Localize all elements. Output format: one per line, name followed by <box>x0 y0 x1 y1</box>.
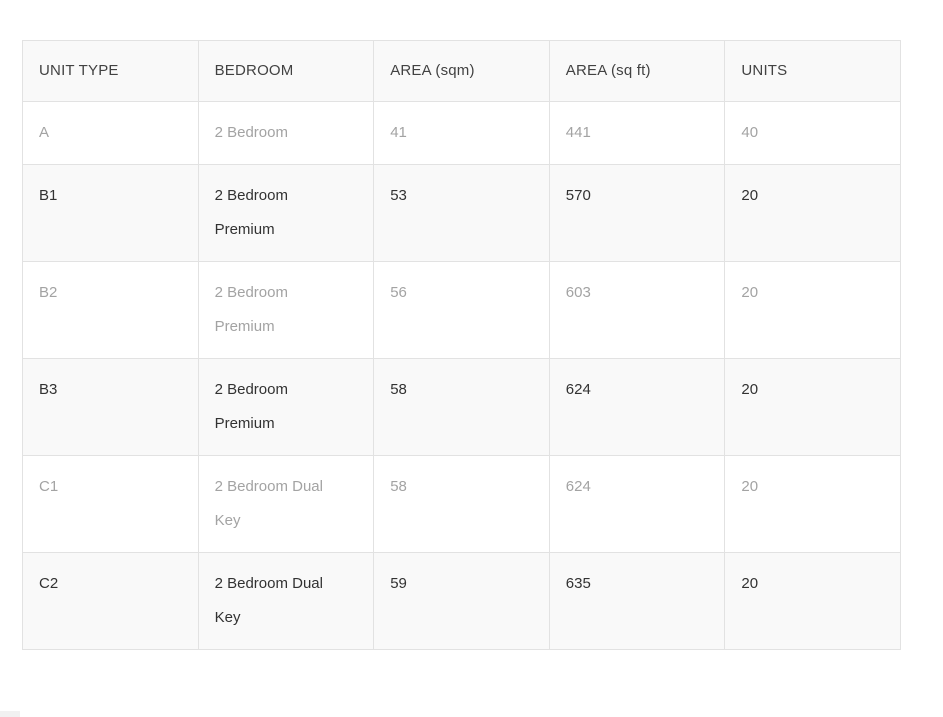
unit-mix-table-container: UNIT TYPE BEDROOM AREA (sqm) AREA (sq ft… <box>22 40 901 650</box>
unit-mix-table: UNIT TYPE BEDROOM AREA (sqm) AREA (sq ft… <box>22 40 901 650</box>
column-header-unit-type: UNIT TYPE <box>22 40 199 102</box>
cell-bedroom: 2 Bedroom Premium <box>197 261 375 359</box>
cell-units: 40 <box>724 101 901 165</box>
column-header-bedroom: BEDROOM <box>197 40 375 102</box>
cell-area-sqft: 635 <box>548 552 726 650</box>
cell-area-sqft: 441 <box>548 101 726 165</box>
table-row: C2 2 Bedroom Dual Key 59 635 20 <box>22 552 901 650</box>
column-header-area-sqm: AREA (sqm) <box>373 40 550 102</box>
cell-unit-type: B3 <box>22 358 199 456</box>
cell-unit-type: B2 <box>22 261 199 359</box>
cell-bedroom-text: 2 Bedroom Dual Key <box>214 575 323 626</box>
table-row: C1 2 Bedroom Dual Key 58 624 20 <box>22 455 901 553</box>
cell-unit-type: B1 <box>22 164 199 262</box>
cell-bedroom: 2 Bedroom Dual Key <box>197 455 375 553</box>
table-header: UNIT TYPE BEDROOM AREA (sqm) AREA (sq ft… <box>22 40 901 102</box>
cell-bedroom: 2 Bedroom Premium <box>197 164 375 262</box>
cell-bedroom: 2 Bedroom Premium <box>197 358 375 456</box>
cell-area-sqm: 59 <box>373 552 550 650</box>
cell-bedroom-text: 2 Bedroom Premium <box>214 284 288 335</box>
cell-units: 20 <box>724 552 901 650</box>
cell-unit-type: C2 <box>22 552 199 650</box>
cell-units: 20 <box>724 455 901 553</box>
cell-units: 20 <box>724 358 901 456</box>
cell-bedroom-text: 2 Bedroom Premium <box>214 381 288 432</box>
header-row: UNIT TYPE BEDROOM AREA (sqm) AREA (sq ft… <box>22 40 901 102</box>
cell-area-sqm: 58 <box>373 358 550 456</box>
cell-bedroom: 2 Bedroom Dual Key <box>197 552 375 650</box>
column-header-area-sqft: AREA (sq ft) <box>548 40 726 102</box>
page-edge-artifact <box>0 711 20 717</box>
table-row: B2 2 Bedroom Premium 56 603 20 <box>22 261 901 359</box>
table-body: A 2 Bedroom 41 441 40 B1 2 Bedroom Premi… <box>22 101 901 650</box>
cell-area-sqft: 624 <box>548 358 726 456</box>
cell-bedroom: 2 Bedroom <box>197 101 375 165</box>
cell-area-sqft: 624 <box>548 455 726 553</box>
cell-area-sqm: 53 <box>373 164 550 262</box>
cell-area-sqm: 58 <box>373 455 550 553</box>
table-row: B3 2 Bedroom Premium 58 624 20 <box>22 358 901 456</box>
cell-area-sqft: 603 <box>548 261 726 359</box>
cell-area-sqft: 570 <box>548 164 726 262</box>
cell-area-sqm: 41 <box>373 101 550 165</box>
cell-units: 20 <box>724 164 901 262</box>
cell-unit-type: C1 <box>22 455 199 553</box>
cell-bedroom-text: 2 Bedroom Dual Key <box>214 478 323 529</box>
cell-unit-type: A <box>22 101 199 165</box>
cell-bedroom-text: 2 Bedroom <box>214 124 288 141</box>
column-header-units: UNITS <box>724 40 901 102</box>
table-row: B1 2 Bedroom Premium 53 570 20 <box>22 164 901 262</box>
cell-area-sqm: 56 <box>373 261 550 359</box>
cell-bedroom-text: 2 Bedroom Premium <box>214 187 288 238</box>
cell-units: 20 <box>724 261 901 359</box>
table-row: A 2 Bedroom 41 441 40 <box>22 101 901 165</box>
